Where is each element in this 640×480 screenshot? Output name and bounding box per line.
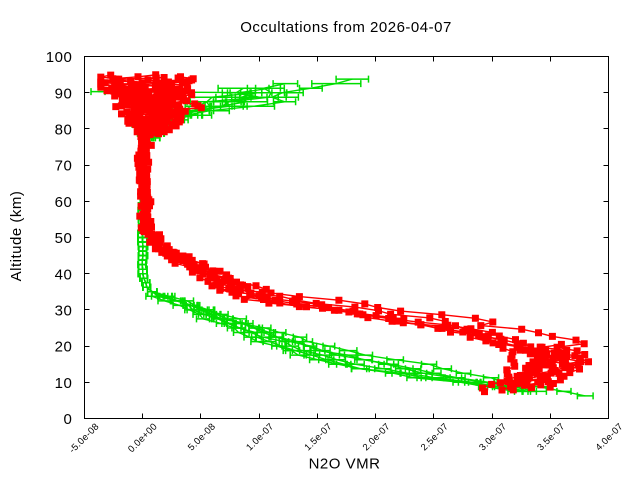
svg-text:Altitude (km): Altitude (km) xyxy=(8,191,25,282)
svg-text:80: 80 xyxy=(55,122,73,139)
svg-text:0: 0 xyxy=(63,411,72,428)
svg-text:N2O VMR: N2O VMR xyxy=(309,456,381,473)
svg-text:Occultations from 2026-04-07: Occultations from 2026-04-07 xyxy=(240,19,452,36)
svg-text:70: 70 xyxy=(55,158,73,175)
svg-text:40: 40 xyxy=(55,266,73,283)
svg-text:60: 60 xyxy=(55,194,73,211)
svg-text:50: 50 xyxy=(55,230,73,247)
svg-text:100: 100 xyxy=(46,49,73,66)
svg-text:10: 10 xyxy=(55,375,73,392)
svg-text:30: 30 xyxy=(55,303,73,320)
svg-text:20: 20 xyxy=(55,339,73,356)
svg-text:90: 90 xyxy=(55,85,73,102)
